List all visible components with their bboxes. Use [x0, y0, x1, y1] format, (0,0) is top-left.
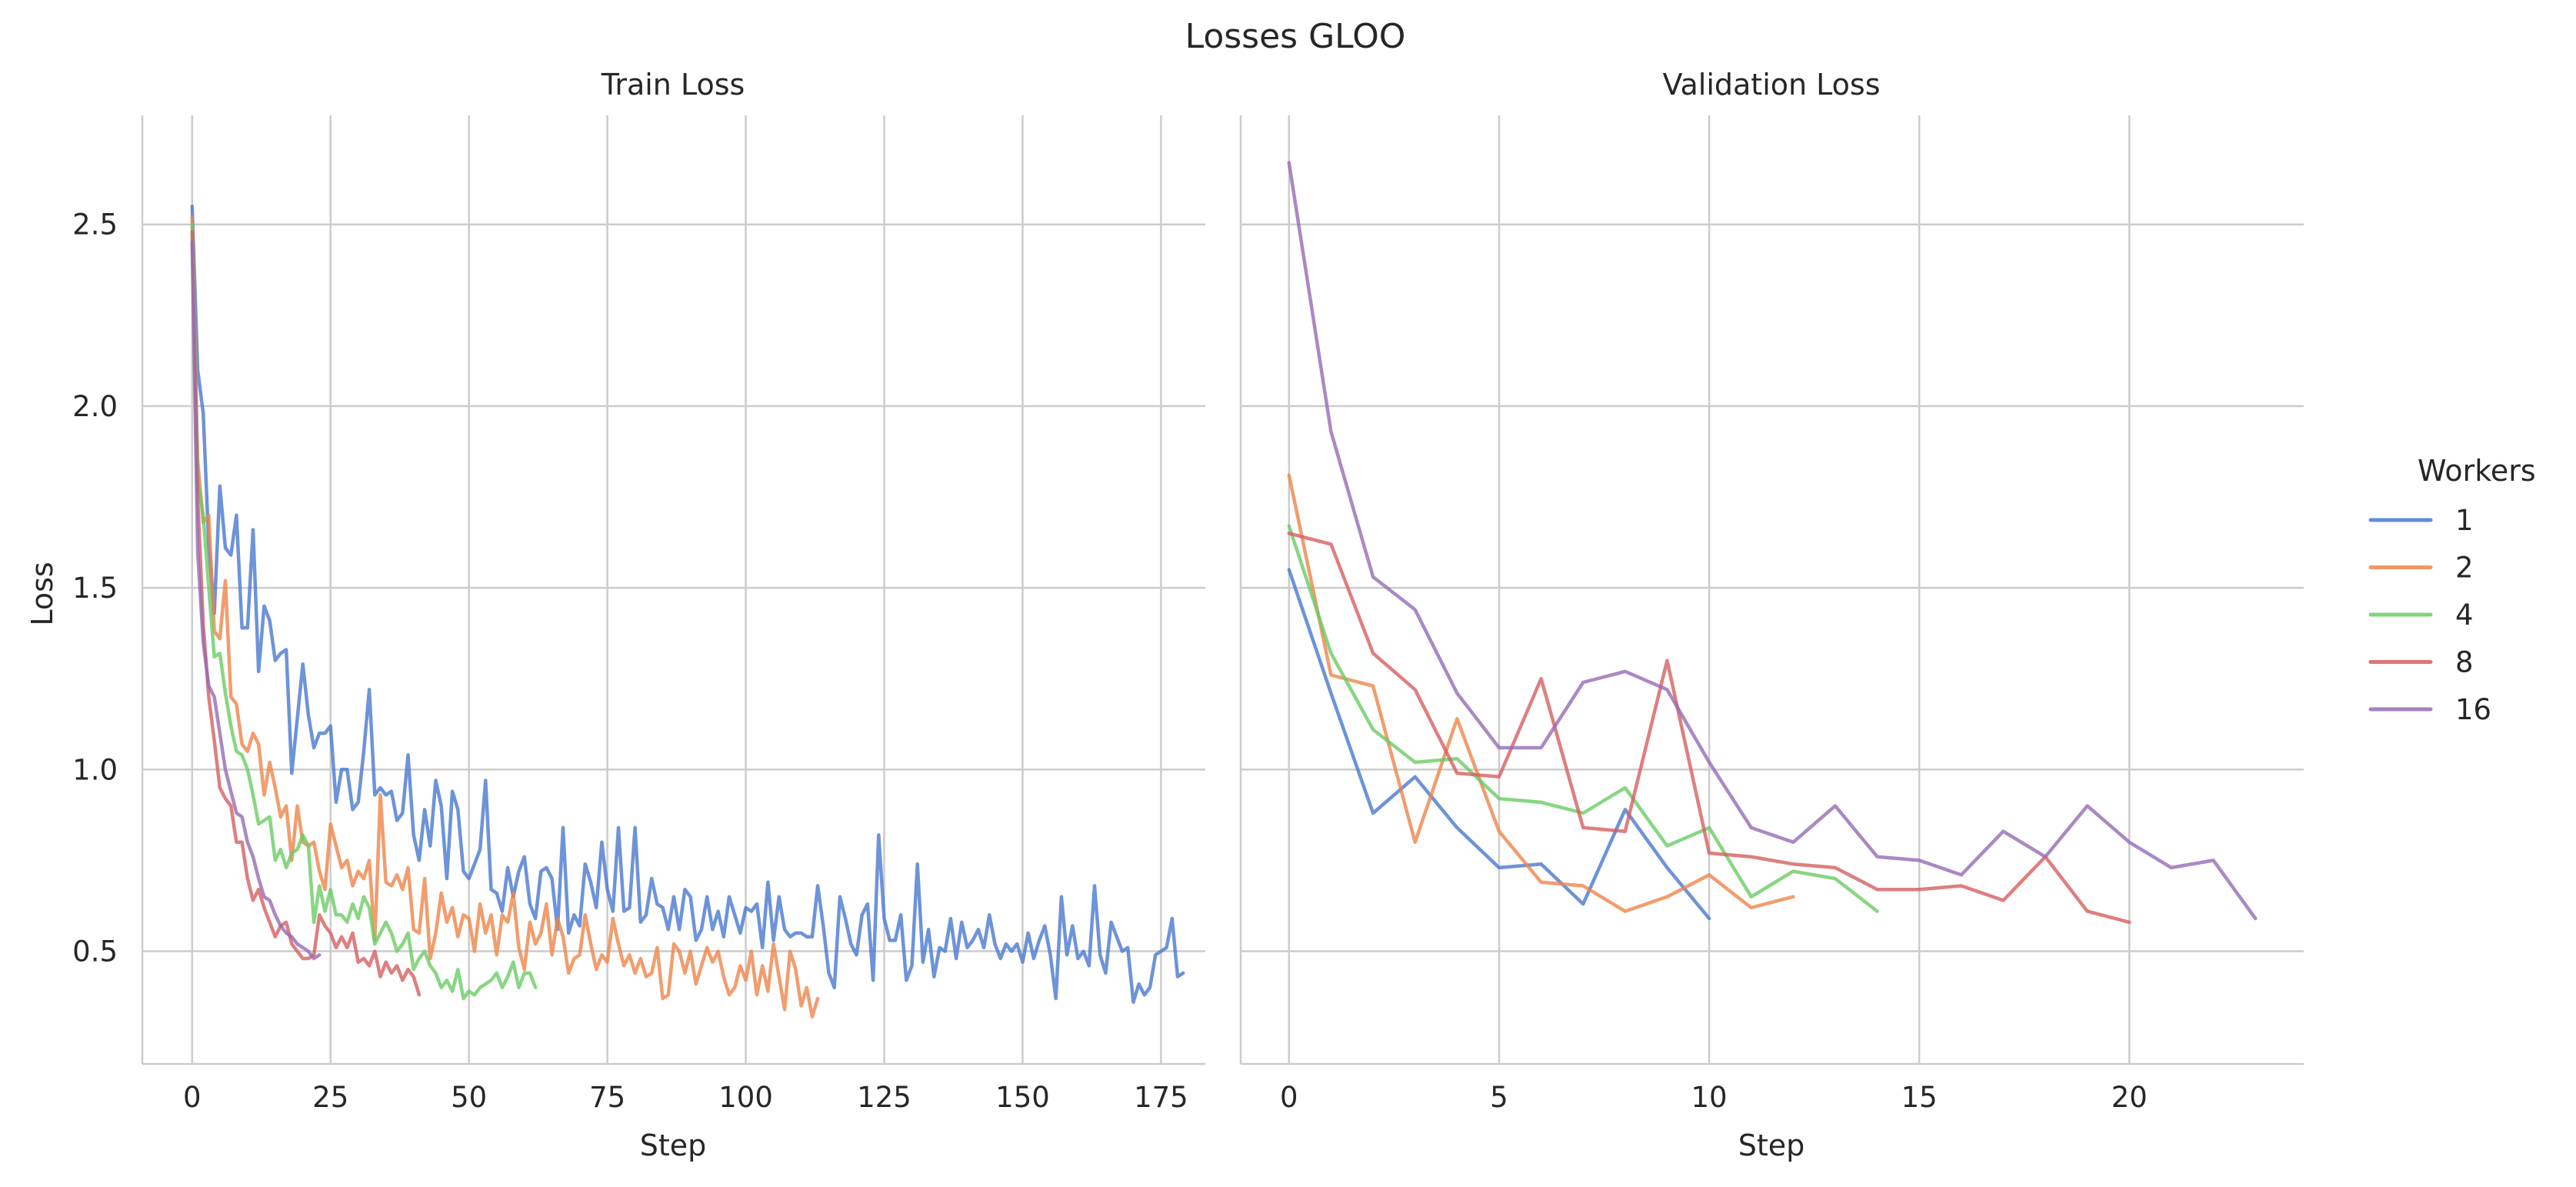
x-tick-label: 50 — [451, 1081, 487, 1114]
validation-loss-series-4-workers — [1287, 524, 1879, 913]
train-loss-y-label: Loss — [25, 562, 59, 625]
legend-label-1: 1 — [2455, 504, 2474, 537]
train-loss-x-ticks: 0 25 50 75 100 125 150 175 — [183, 1081, 1188, 1114]
x-tick-label: 25 — [312, 1081, 348, 1114]
y-tick-label: 1.0 — [72, 753, 118, 786]
train-loss-series-4-workers — [190, 222, 538, 1001]
validation-loss-series — [1287, 161, 2258, 925]
legend-label-8: 8 — [2455, 646, 2474, 679]
x-tick-label: 20 — [2111, 1081, 2148, 1114]
train-loss-series-16-workers — [190, 241, 322, 961]
y-tick-label: 2.0 — [72, 390, 118, 423]
validation-loss-series-8-workers — [1287, 532, 2131, 925]
validation-loss-series-2-workers — [1287, 473, 1795, 913]
x-tick-label: 10 — [1691, 1081, 1728, 1114]
validation-loss-series-1-workers — [1287, 568, 1711, 921]
figure-title: Losses GLOO — [1185, 17, 1406, 56]
x-tick-label: 15 — [1901, 1081, 1938, 1114]
validation-loss-panel: Validation Loss 0 5 10 15 20 Step — [1239, 68, 2304, 1162]
validation-loss-x-ticks: 0 5 10 15 20 — [1280, 1081, 2148, 1114]
legend-label-16: 16 — [2455, 693, 2491, 726]
y-tick-label: 1.5 — [72, 572, 118, 605]
x-tick-label: 175 — [1134, 1081, 1188, 1114]
x-tick-label: 100 — [718, 1081, 773, 1114]
legend: Workers 1 2 4 8 16 — [2368, 454, 2536, 726]
validation-loss-series-16-workers — [1287, 161, 2258, 921]
x-tick-label: 150 — [995, 1081, 1050, 1114]
train-loss-series — [190, 204, 1185, 1019]
x-tick-label: 0 — [183, 1081, 202, 1114]
validation-loss-axes — [1239, 115, 2304, 1065]
y-tick-label: 2.5 — [72, 208, 118, 242]
x-tick-label: 75 — [589, 1081, 625, 1114]
train-loss-grid — [142, 115, 1205, 1064]
train-loss-panel: Train Loss 0 25 50 75 100 125 150 175 0.5 1.0 1.5… — [25, 68, 1205, 1162]
train-loss-series-1-workers — [190, 204, 1185, 1004]
validation-loss-x-label: Step — [1738, 1129, 1805, 1162]
train-loss-series-2-workers — [190, 215, 820, 1019]
y-tick-label: 0.5 — [72, 935, 118, 969]
x-tick-label: 5 — [1490, 1081, 1508, 1114]
train-loss-series-8-workers — [190, 229, 422, 997]
x-tick-label: 125 — [857, 1081, 911, 1114]
train-loss-title: Train Loss — [601, 68, 745, 102]
legend-title: Workers — [2418, 454, 2536, 488]
x-tick-label: 0 — [1280, 1081, 1298, 1114]
legend-label-4: 4 — [2455, 599, 2474, 632]
train-loss-axes — [141, 115, 1205, 1065]
validation-loss-title: Validation Loss — [1662, 68, 1880, 102]
legend-label-2: 2 — [2455, 552, 2474, 585]
validation-loss-grid — [1241, 115, 2304, 1064]
legend-items: 1 2 4 8 16 — [2368, 504, 2491, 726]
train-loss-y-ticks: 0.5 1.0 1.5 2.0 2.5 — [72, 208, 118, 969]
train-loss-x-label: Step — [640, 1129, 707, 1162]
